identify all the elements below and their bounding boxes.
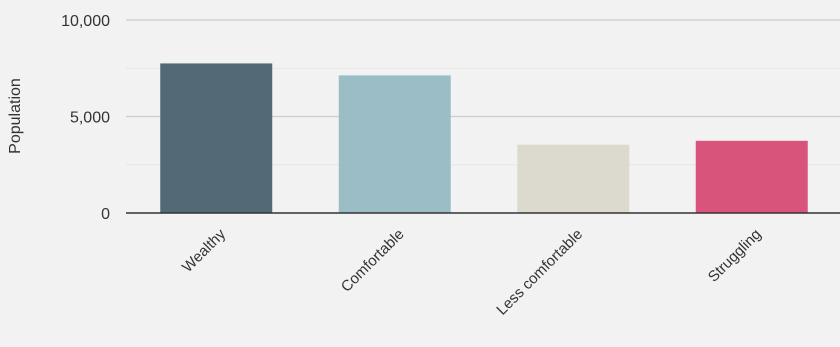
- bar-struggling[interactable]: [695, 140, 808, 213]
- y-axis-tick-labels: 0 5,000 10,000: [61, 13, 110, 223]
- x-axis-category-labels: Wealthy Comfortable Less comfortable Strugg…: [179, 225, 765, 318]
- y-tick-label: 0: [101, 206, 110, 223]
- y-axis-title: Population: [7, 78, 24, 154]
- bars: [160, 63, 808, 214]
- y-tick-label: 10,000: [61, 13, 110, 30]
- x-category-label: Less comfortable: [493, 226, 586, 319]
- bar-wealthy[interactable]: [160, 63, 273, 213]
- x-category-label: Struggling: [705, 226, 765, 286]
- bar-less-comfortable[interactable]: [517, 144, 630, 213]
- bar-comfortable[interactable]: [338, 75, 451, 214]
- x-category-label: Wealthy: [179, 225, 229, 275]
- x-category-label: Comfortable: [338, 226, 408, 296]
- y-tick-label: 5,000: [70, 110, 110, 127]
